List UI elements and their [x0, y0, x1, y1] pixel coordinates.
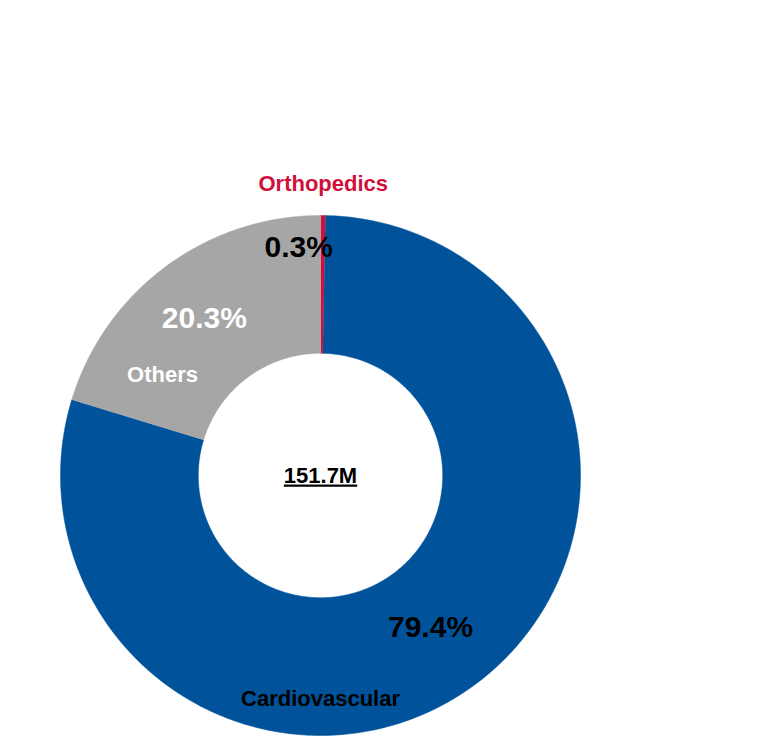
- svg-text:Cardiovascular: Cardiovascular: [241, 686, 400, 711]
- svg-text:Others: Others: [127, 362, 198, 387]
- svg-text:151.7M: 151.7M: [284, 463, 357, 488]
- svg-text:20.3%: 20.3%: [162, 301, 247, 334]
- svg-text:Orthopedics: Orthopedics: [258, 171, 388, 196]
- svg-text:79.4%: 79.4%: [388, 610, 473, 643]
- svg-text:0.3%: 0.3%: [265, 230, 333, 263]
